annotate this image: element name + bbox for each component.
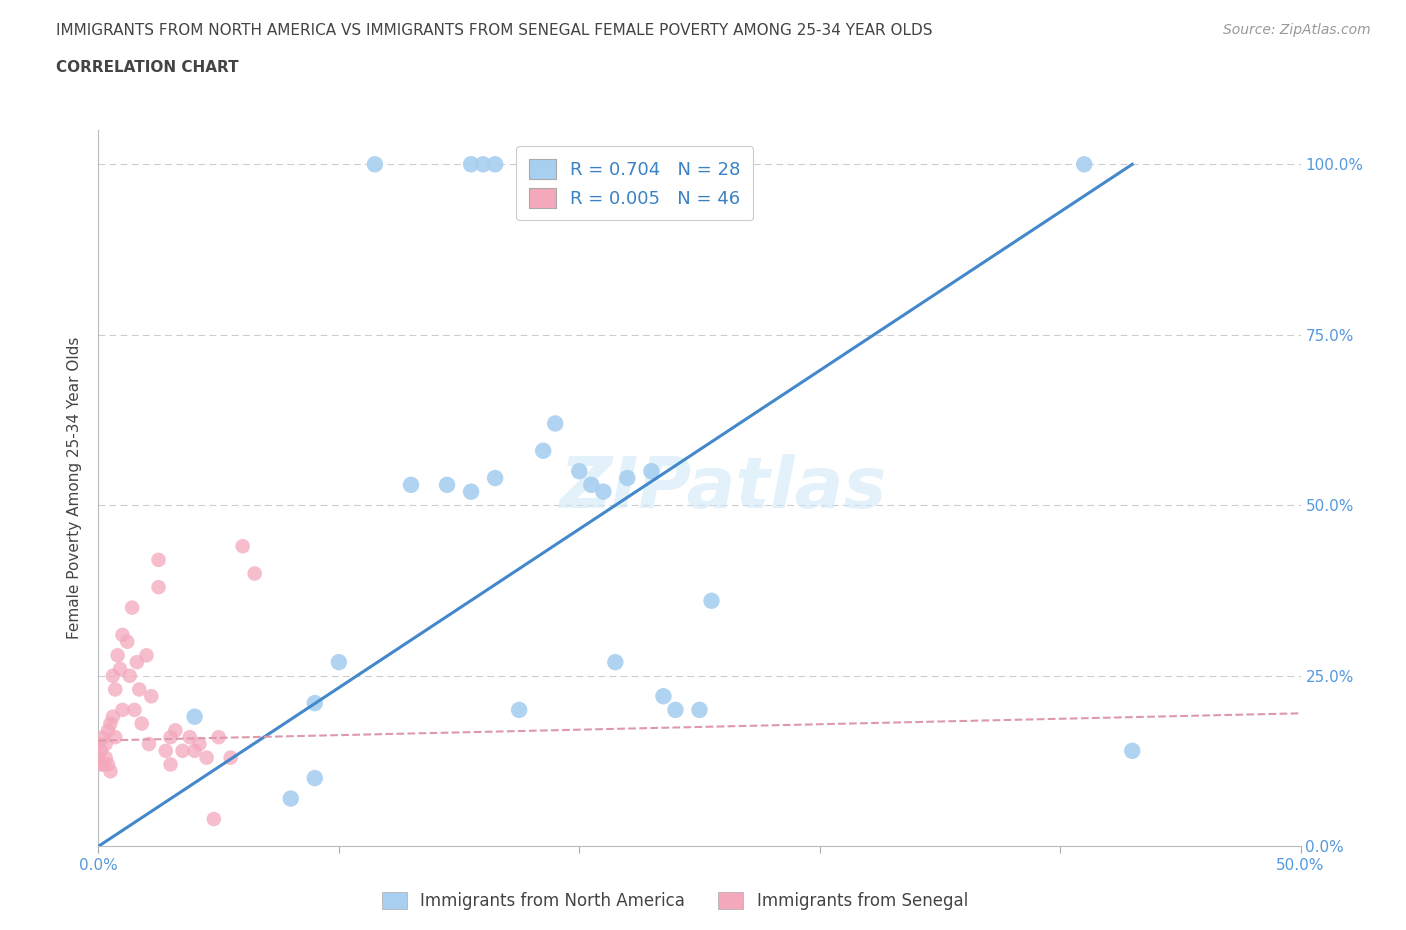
Point	[155, 743, 177, 758]
Point	[243, 566, 266, 581]
Legend: R = 0.704   N = 28, R = 0.005   N = 46: R = 0.704 N = 28, R = 0.005 N = 46	[516, 146, 754, 220]
Point	[364, 157, 387, 172]
Point	[568, 464, 591, 479]
Point	[100, 716, 122, 731]
Point	[159, 757, 181, 772]
Point	[131, 716, 153, 731]
Point	[121, 600, 143, 615]
Point	[544, 416, 567, 431]
Point	[172, 743, 194, 758]
Point	[97, 723, 120, 737]
Point	[232, 538, 254, 553]
Point	[90, 743, 112, 758]
Point	[107, 648, 129, 663]
Point	[138, 737, 160, 751]
Point	[94, 737, 117, 751]
Point	[124, 702, 146, 717]
Point	[700, 593, 723, 608]
Point	[148, 552, 170, 567]
Point	[304, 696, 326, 711]
Point	[135, 648, 157, 663]
Point	[460, 157, 482, 172]
Point	[188, 737, 211, 751]
Legend: Immigrants from North America, Immigrants from Senegal: Immigrants from North America, Immigrant…	[375, 885, 974, 917]
Point	[280, 791, 302, 806]
Text: CORRELATION CHART: CORRELATION CHART	[56, 60, 239, 75]
Point	[101, 710, 124, 724]
Point	[605, 655, 627, 670]
Point	[111, 628, 134, 643]
Point	[101, 669, 124, 684]
Point	[183, 710, 205, 724]
Point	[1121, 743, 1143, 758]
Point	[125, 655, 148, 670]
Point	[104, 682, 127, 697]
Point	[91, 757, 114, 772]
Point	[399, 477, 422, 492]
Point	[484, 471, 506, 485]
Point	[1073, 157, 1095, 172]
Point	[94, 751, 117, 765]
Point	[104, 730, 127, 745]
Point	[581, 477, 603, 492]
Point	[91, 730, 114, 745]
Point	[531, 444, 554, 458]
Point	[179, 730, 201, 745]
Point	[436, 477, 458, 492]
Point	[208, 730, 231, 745]
Point	[128, 682, 150, 697]
Point	[508, 702, 530, 717]
Point	[183, 743, 205, 758]
Point	[117, 634, 139, 649]
Point	[148, 579, 170, 594]
Point	[652, 689, 675, 704]
Point	[472, 157, 495, 172]
Point	[219, 751, 242, 765]
Point	[100, 764, 122, 778]
Text: IMMIGRANTS FROM NORTH AMERICA VS IMMIGRANTS FROM SENEGAL FEMALE POVERTY AMONG 25: IMMIGRANTS FROM NORTH AMERICA VS IMMIGRA…	[56, 23, 932, 38]
Point	[616, 471, 638, 485]
Point	[640, 464, 662, 479]
Point	[87, 737, 110, 751]
Point	[460, 485, 482, 499]
Point	[141, 689, 163, 704]
Point	[108, 661, 131, 676]
Point	[159, 730, 181, 745]
Point	[202, 812, 225, 827]
Point	[484, 157, 506, 172]
Point	[97, 757, 120, 772]
Text: ZIPatlas: ZIPatlas	[560, 454, 887, 523]
Point	[111, 702, 134, 717]
Text: Source: ZipAtlas.com: Source: ZipAtlas.com	[1223, 23, 1371, 37]
Point	[118, 669, 141, 684]
Point	[689, 702, 711, 717]
Point	[87, 751, 110, 765]
Point	[195, 751, 218, 765]
Point	[304, 771, 326, 786]
Point	[664, 702, 686, 717]
Point	[328, 655, 350, 670]
Point	[90, 757, 112, 772]
Point	[592, 485, 614, 499]
Y-axis label: Female Poverty Among 25-34 Year Olds: Female Poverty Among 25-34 Year Olds	[67, 337, 83, 640]
Point	[165, 723, 187, 737]
